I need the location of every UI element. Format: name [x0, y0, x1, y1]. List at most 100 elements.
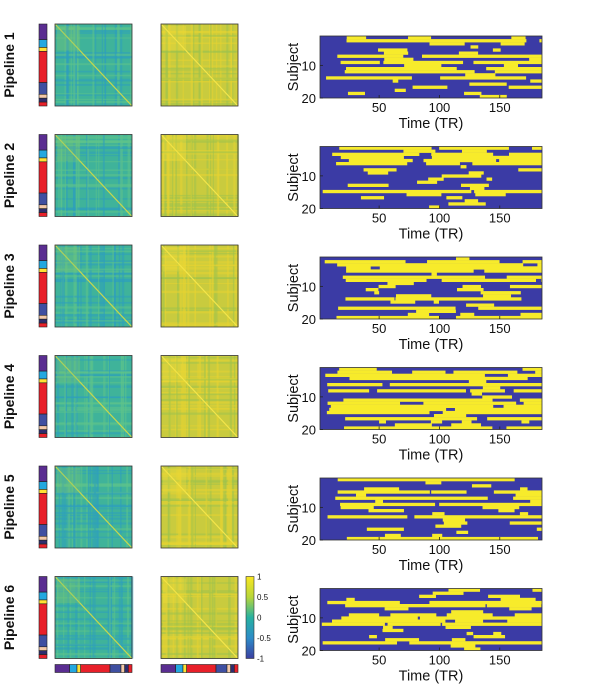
state-on-segment: [377, 389, 466, 393]
state-on-segment: [435, 524, 462, 528]
state-on-segment: [389, 383, 542, 387]
state-on-segment: [335, 496, 488, 500]
state-on-segment: [471, 392, 483, 396]
state-on-segment: [338, 306, 456, 310]
state-on-segment: [514, 613, 542, 617]
x-axis-label: Time (TR): [399, 116, 464, 132]
state-on-segment: [395, 297, 522, 301]
network-bar-bottom-segment: [124, 664, 129, 673]
state-on-segment: [507, 373, 542, 377]
y-tick-label: 10: [302, 390, 316, 405]
state-on-segment: [429, 600, 542, 605]
state-on-segment: [448, 588, 481, 592]
state-on-segment: [469, 82, 507, 86]
state-on-segment: [322, 189, 472, 194]
x-axis-label: Time (TR): [399, 669, 464, 684]
state-on-segment: [340, 502, 436, 507]
y-tick-label: 10: [302, 500, 316, 515]
network-bar-bottom-segment: [186, 664, 217, 673]
state-on-segment: [442, 410, 542, 415]
state-on-segment: [461, 420, 472, 424]
state-on-segment: [429, 42, 465, 46]
state-on-segment: [337, 478, 515, 482]
state-on-segment: [448, 202, 486, 206]
state-on-segment: [455, 619, 484, 623]
x-tick-label: 150: [489, 542, 511, 557]
x-tick-label: 100: [429, 321, 451, 336]
y-axis-label: Subject: [286, 153, 302, 201]
state-on-segment: [509, 521, 542, 525]
network-bar-segment: [38, 134, 48, 151]
pipeline-label: Pipeline 3: [1, 253, 17, 319]
state-on-segment: [330, 404, 494, 408]
colorbar-tick-label: -0.5: [257, 634, 271, 643]
colorbar: 1 0.5 0 -0.5 -1: [245, 573, 271, 664]
state-on-segment: [348, 613, 380, 617]
state-raster-6: 50 100 150 10 20 Time (TR) Subject: [286, 588, 543, 684]
connectivity-matrix-1: [54, 23, 133, 107]
state-on-segment: [406, 193, 442, 197]
state-on-segment: [412, 85, 448, 89]
state-on-segment: [409, 641, 542, 645]
state-on-segment: [326, 410, 430, 415]
state-raster-2: 50 100 150 10 20 Time (TR) Subject: [286, 146, 543, 243]
state-matrix-1: [160, 23, 239, 107]
pipeline-label: Pipeline 4: [1, 364, 17, 430]
state-on-segment: [508, 152, 542, 156]
network-bar-segment: [38, 481, 48, 490]
state-on-segment: [417, 180, 438, 184]
network-bar-segment: [38, 603, 48, 636]
network-bar-segment: [38, 382, 48, 415]
state-on-segment: [425, 481, 442, 485]
network-bar-segment: [38, 268, 48, 273]
x-tick-label: 50: [372, 542, 386, 557]
state-on-segment: [493, 490, 542, 494]
pipeline-row-4: Pipeline 4 50 100 150 10 20 Time (TR) Subject: [1, 355, 543, 464]
network-bar-segment: [38, 355, 48, 372]
state-raster-3: 50 100 150 10 20 Time (TR) Subject: [286, 256, 543, 353]
state-on-segment: [341, 616, 418, 620]
network-bar-bottom-segment: [54, 664, 70, 673]
state-on-segment: [461, 149, 487, 153]
state-on-segment: [431, 272, 437, 276]
network-bar-segment: [38, 82, 48, 95]
y-axis-label: Subject: [286, 264, 302, 312]
state-on-segment: [482, 395, 513, 399]
state-on-segment: [383, 51, 409, 55]
network-bar-bottom-segment: [215, 664, 228, 673]
y-tick-label: 20: [302, 312, 316, 327]
state-on-segment: [515, 493, 542, 497]
state-on-segment: [346, 597, 355, 602]
state-on-segment: [346, 39, 527, 43]
state-on-segment: [390, 300, 416, 304]
state-on-segment: [423, 158, 497, 163]
state-on-segment: [455, 315, 542, 320]
state-on-segment: [431, 152, 494, 156]
network-bar-bottom-segment: [109, 664, 122, 673]
state-on-segment: [343, 398, 493, 402]
state-on-segment: [346, 269, 474, 273]
state-on-segment: [404, 63, 442, 68]
state-on-segment: [506, 426, 542, 430]
state-on-segment: [337, 54, 404, 58]
network-bar-bottom-segment: [69, 664, 78, 673]
state-on-segment: [336, 315, 440, 320]
network-bar-bottom-segment: [226, 664, 231, 673]
state-on-segment: [345, 297, 395, 301]
state-matrix-6: [160, 576, 239, 659]
state-on-segment: [383, 60, 464, 65]
state-on-segment: [321, 622, 385, 626]
state-on-segment: [407, 312, 430, 317]
x-tick-label: 100: [429, 100, 451, 115]
state-on-segment: [442, 518, 466, 522]
state-on-segment: [379, 266, 542, 270]
state-raster-1: 50 100 150 10 20 Time (TR) Subject: [286, 35, 543, 132]
x-tick-label: 150: [489, 211, 511, 226]
state-on-segment: [348, 158, 413, 163]
state-on-segment: [440, 76, 527, 80]
x-tick-label: 150: [489, 653, 511, 668]
y-tick-label: 20: [302, 423, 316, 438]
state-on-segment: [513, 389, 542, 393]
state-on-segment: [345, 278, 427, 282]
pipeline-label: Pipeline 1: [1, 32, 17, 98]
